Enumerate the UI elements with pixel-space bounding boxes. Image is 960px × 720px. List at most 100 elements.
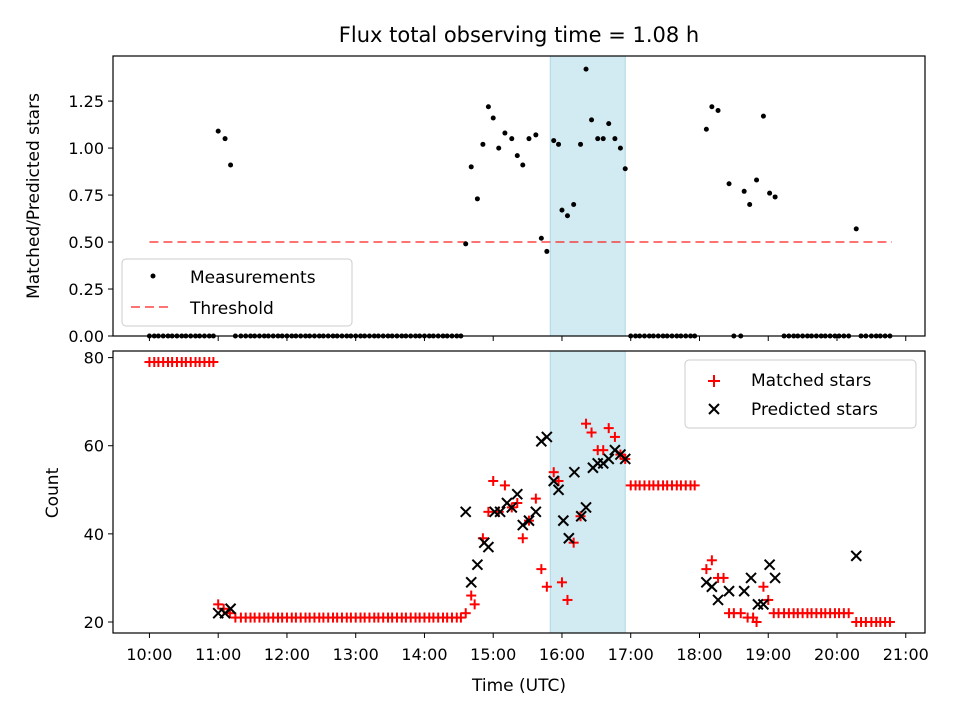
measurement-point — [715, 107, 721, 113]
top-y-tick-label: 0.25 — [68, 280, 104, 299]
x-tick-label: 21:00 — [883, 645, 929, 664]
measurement-point — [485, 104, 491, 110]
legend-measurements-label: Measurements — [190, 268, 316, 288]
predicted-stars-points — [212, 431, 862, 619]
predicted-star-point — [619, 453, 631, 465]
predicted-star-point — [769, 572, 781, 584]
top-panel: 0.00 0.25 0.50 0.75 1.00 1.25 Matched/Predict… — [24, 55, 926, 346]
measurement-point — [606, 121, 612, 127]
measurement-point — [520, 162, 526, 168]
measurement-point — [490, 115, 496, 121]
predicted-star-point — [557, 514, 570, 527]
top-legend-box — [121, 258, 353, 327]
predicted-star-point — [568, 466, 581, 478]
matched-star-point — [706, 555, 717, 566]
predicted-star-point — [530, 506, 542, 518]
predicted-star-point — [471, 558, 484, 571]
predicted-star-point — [523, 514, 535, 527]
x-axis-label: Time (UTC) — [471, 676, 566, 696]
matched-star-point — [517, 533, 528, 544]
measurement-point — [583, 66, 589, 72]
predicted-star-point — [723, 585, 735, 597]
predicted-star-point — [752, 598, 764, 611]
matched-star-point — [483, 506, 494, 517]
measurement-point — [617, 145, 623, 151]
predicted-star-point — [460, 506, 472, 518]
x-tick-label: 20:00 — [814, 645, 860, 664]
matched-star-point — [884, 616, 895, 627]
legend-measurement-marker — [150, 273, 156, 279]
measurement-point — [622, 166, 628, 172]
legend-matched-marker — [708, 375, 720, 387]
matched-star-point — [536, 564, 547, 575]
legend-matched-label: Matched stars — [751, 371, 871, 391]
predicted-star-point — [757, 598, 770, 611]
measurement-point — [480, 141, 486, 147]
measurement-points — [146, 66, 893, 339]
matched-star-point — [213, 599, 224, 610]
measurement-point — [760, 113, 766, 119]
bottom-y-label: Count — [43, 467, 63, 518]
x-tick-label: 14:00 — [401, 645, 447, 664]
matched-star-point — [689, 480, 700, 491]
matched-star-point — [499, 480, 510, 491]
x-tick-label: 12:00 — [264, 645, 310, 664]
x-tick-label: 13:00 — [333, 645, 379, 664]
top-y-tick-label: 0.00 — [68, 327, 104, 346]
measurement-point — [538, 235, 544, 241]
measurement-point — [215, 128, 221, 134]
matched-star-point — [541, 581, 552, 592]
predicted-star-point — [712, 594, 724, 606]
matched-star-point — [751, 616, 762, 627]
measurement-point — [772, 194, 778, 200]
measurement-point — [222, 136, 228, 142]
x-tick-label: 15:00 — [470, 645, 516, 664]
measurement-point — [463, 241, 469, 247]
top-highlight-span — [549, 55, 626, 337]
matched-star-point — [603, 423, 614, 434]
top-y-tick-label: 1.25 — [68, 92, 104, 111]
bottom-legend-box — [684, 359, 917, 429]
measurement-point — [600, 136, 606, 142]
predicted-star-point — [850, 550, 862, 562]
measurement-point — [468, 164, 474, 170]
measurement-point — [551, 138, 557, 144]
measurement-point — [514, 153, 520, 159]
x-tick-label: 10:00 — [126, 645, 172, 664]
predicted-star-point — [465, 576, 477, 589]
measurement-point — [564, 213, 570, 219]
x-tick-label: 11:00 — [195, 645, 241, 664]
predicted-star-point — [706, 581, 718, 593]
measurement-point — [571, 201, 577, 207]
matched-star-point — [530, 493, 541, 504]
matched-star-point — [609, 431, 620, 442]
measurement-point — [612, 136, 618, 142]
predicted-star-point — [517, 519, 529, 531]
predicted-star-point — [548, 475, 560, 487]
measurement-point — [544, 248, 550, 254]
matched-star-point — [208, 357, 219, 368]
top-y-axis: 0.00 0.25 0.50 0.75 1.00 1.25 — [68, 92, 113, 346]
x-tick-label: 16:00 — [539, 645, 585, 664]
measurement-point — [754, 177, 760, 183]
predicted-star-point — [506, 501, 518, 514]
bottom-y-tick-label: 40 — [84, 525, 104, 544]
x-tick-label: 17:00 — [608, 645, 654, 664]
measurement-point — [595, 136, 601, 142]
predicted-star-point — [603, 453, 615, 465]
measurement-point — [726, 181, 732, 187]
bottom-y-tick-label: 20 — [84, 613, 104, 632]
predicted-star-point — [563, 532, 575, 544]
bottom-legend: Matched stars Predicted stars — [684, 359, 917, 429]
measurement-point — [767, 190, 773, 196]
predicted-star-point — [511, 488, 523, 500]
top-y-tick-label: 0.75 — [68, 186, 104, 205]
matched-star-point — [581, 418, 592, 429]
predicted-star-point — [482, 541, 495, 553]
measurement-point — [589, 117, 595, 123]
predicted-star-point — [575, 510, 587, 522]
matched-star-point — [488, 475, 499, 486]
predicted-star-point — [745, 572, 757, 584]
legend-threshold-label: Threshold — [189, 299, 274, 319]
